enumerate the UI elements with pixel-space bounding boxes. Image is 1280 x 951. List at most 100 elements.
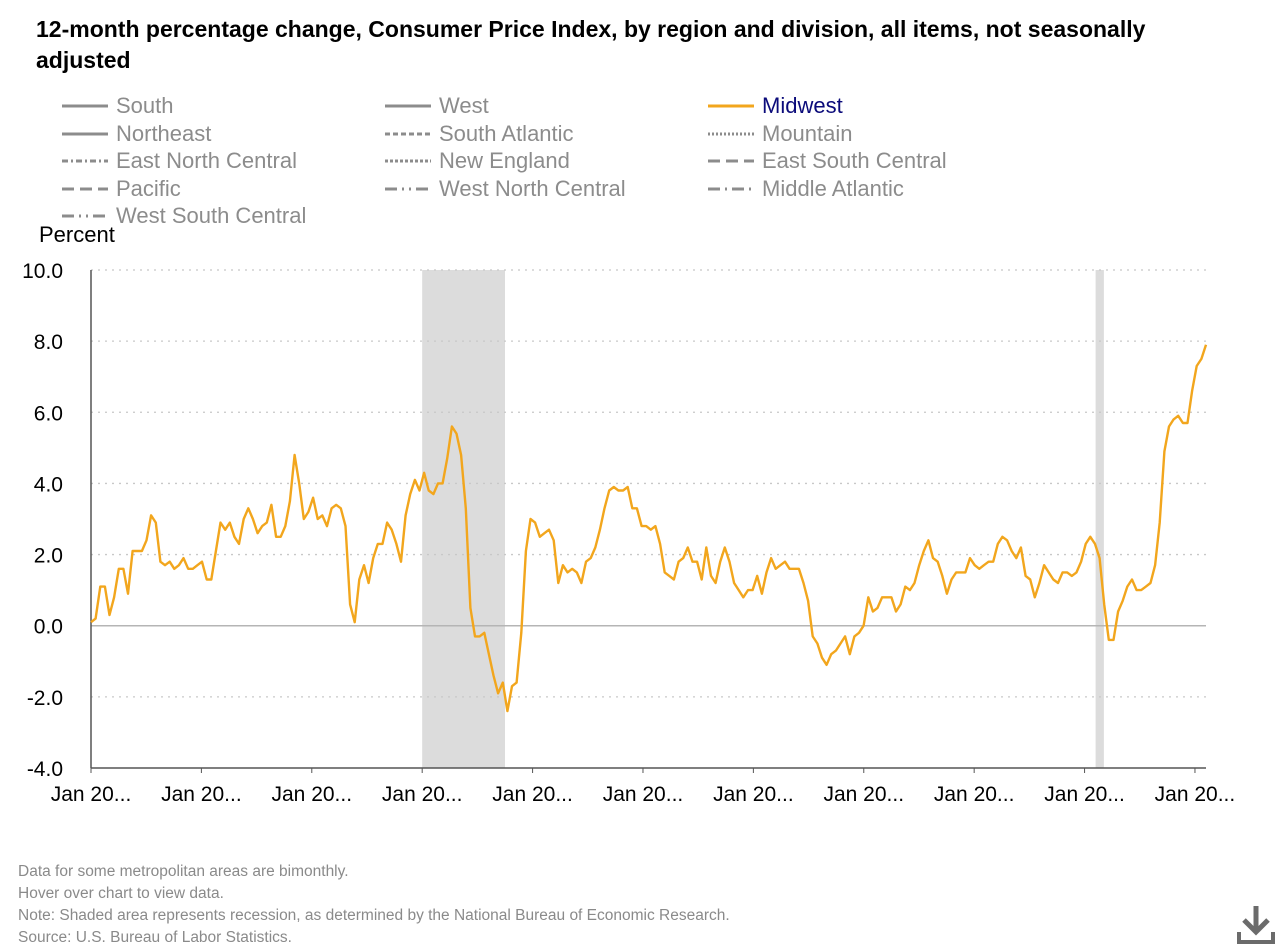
data-point[interactable] bbox=[324, 523, 330, 529]
data-point[interactable] bbox=[1013, 555, 1019, 561]
legend-item-west-north-central[interactable]: West North Central bbox=[383, 176, 626, 202]
data-point[interactable] bbox=[500, 680, 506, 686]
data-point[interactable] bbox=[430, 491, 436, 497]
data-point[interactable] bbox=[796, 566, 802, 572]
data-point[interactable] bbox=[713, 580, 719, 586]
data-point[interactable] bbox=[1185, 420, 1191, 426]
legend-item-east-south-central[interactable]: East South Central bbox=[706, 148, 947, 174]
data-point[interactable] bbox=[282, 523, 288, 529]
data-point[interactable] bbox=[856, 630, 862, 636]
data-point[interactable] bbox=[750, 587, 756, 593]
data-point[interactable] bbox=[759, 591, 765, 597]
data-point[interactable] bbox=[292, 452, 298, 458]
data-point[interactable] bbox=[546, 527, 552, 533]
data-point[interactable] bbox=[833, 648, 839, 654]
data-point[interactable] bbox=[1194, 363, 1200, 369]
data-point[interactable] bbox=[657, 541, 663, 547]
data-point[interactable] bbox=[1152, 562, 1158, 568]
data-point[interactable] bbox=[592, 545, 598, 551]
data-point[interactable] bbox=[417, 488, 423, 494]
data-point[interactable] bbox=[1041, 562, 1047, 568]
data-point[interactable] bbox=[389, 527, 395, 533]
data-point[interactable] bbox=[347, 601, 353, 607]
data-point[interactable] bbox=[944, 591, 950, 597]
legend-item-east-north-central[interactable]: East North Central bbox=[60, 148, 297, 174]
data-point[interactable] bbox=[1166, 424, 1172, 430]
data-point[interactable] bbox=[93, 616, 99, 622]
data-point[interactable] bbox=[912, 580, 918, 586]
data-point[interactable] bbox=[1027, 577, 1033, 583]
data-point[interactable] bbox=[819, 655, 825, 661]
data-point[interactable] bbox=[888, 594, 894, 600]
data-point[interactable] bbox=[560, 562, 566, 568]
data-point[interactable] bbox=[727, 559, 733, 565]
data-point[interactable] bbox=[814, 641, 820, 647]
data-point[interactable] bbox=[338, 505, 344, 511]
data-point[interactable] bbox=[574, 569, 580, 575]
series-line-midwest[interactable] bbox=[90, 344, 1208, 713]
data-point[interactable] bbox=[268, 502, 274, 508]
data-point[interactable] bbox=[218, 520, 224, 526]
data-point[interactable] bbox=[828, 651, 834, 657]
data-point[interactable] bbox=[199, 559, 205, 565]
data-point[interactable] bbox=[652, 523, 658, 529]
data-point[interactable] bbox=[227, 520, 233, 526]
data-point[interactable] bbox=[740, 594, 746, 600]
data-point[interactable] bbox=[491, 673, 497, 679]
data-point[interactable] bbox=[1055, 580, 1061, 586]
data-point[interactable] bbox=[907, 587, 913, 593]
data-point[interactable] bbox=[120, 566, 126, 572]
data-point[interactable] bbox=[352, 619, 358, 625]
data-point[interactable] bbox=[583, 559, 589, 565]
data-point[interactable] bbox=[139, 548, 145, 554]
data-point[interactable] bbox=[995, 541, 1001, 547]
data-point[interactable] bbox=[1129, 577, 1135, 583]
legend-item-mountain[interactable]: Mountain bbox=[706, 121, 853, 147]
data-point[interactable] bbox=[1148, 580, 1154, 586]
data-point[interactable] bbox=[296, 480, 302, 486]
data-point[interactable] bbox=[588, 555, 594, 561]
data-point[interactable] bbox=[967, 555, 973, 561]
legend-item-middle-atlantic[interactable]: Middle Atlantic bbox=[706, 176, 904, 202]
data-point[interactable] bbox=[838, 641, 844, 647]
data-point[interactable] bbox=[699, 577, 705, 583]
data-point[interactable] bbox=[731, 580, 737, 586]
data-point[interactable] bbox=[685, 545, 691, 551]
data-point[interactable] bbox=[407, 491, 413, 497]
data-point[interactable] bbox=[898, 601, 904, 607]
data-point[interactable] bbox=[1087, 534, 1093, 540]
data-point[interactable] bbox=[393, 541, 399, 547]
data-point[interactable] bbox=[532, 520, 538, 526]
data-point[interactable] bbox=[514, 680, 520, 686]
data-point[interactable] bbox=[1092, 541, 1098, 547]
data-point[interactable] bbox=[935, 559, 941, 565]
legend-item-new-england[interactable]: New England bbox=[383, 148, 570, 174]
data-point[interactable] bbox=[824, 662, 830, 668]
data-point[interactable] bbox=[222, 527, 228, 533]
data-point[interactable] bbox=[861, 623, 867, 629]
data-point[interactable] bbox=[708, 573, 714, 579]
data-point[interactable] bbox=[463, 505, 469, 511]
data-point[interactable] bbox=[245, 505, 251, 511]
data-point[interactable] bbox=[412, 477, 418, 483]
legend-item-midwest[interactable]: Midwest bbox=[706, 93, 843, 119]
data-point[interactable] bbox=[380, 541, 386, 547]
data-point[interactable] bbox=[1203, 342, 1209, 348]
data-point[interactable] bbox=[1009, 548, 1015, 554]
data-point[interactable] bbox=[231, 534, 237, 540]
legend-item-northeast[interactable]: Northeast bbox=[60, 121, 211, 147]
data-point[interactable] bbox=[736, 587, 742, 593]
data-point[interactable] bbox=[213, 548, 219, 554]
data-point[interactable] bbox=[1189, 388, 1195, 394]
data-point[interactable] bbox=[167, 559, 173, 565]
data-point[interactable] bbox=[1078, 559, 1084, 565]
data-point[interactable] bbox=[782, 559, 788, 565]
data-point[interactable] bbox=[370, 555, 376, 561]
data-point[interactable] bbox=[1046, 569, 1052, 575]
data-point[interactable] bbox=[481, 630, 487, 636]
data-point[interactable] bbox=[305, 509, 311, 515]
data-point[interactable] bbox=[518, 630, 524, 636]
download-icon[interactable] bbox=[1236, 904, 1276, 946]
data-point[interactable] bbox=[477, 633, 483, 639]
